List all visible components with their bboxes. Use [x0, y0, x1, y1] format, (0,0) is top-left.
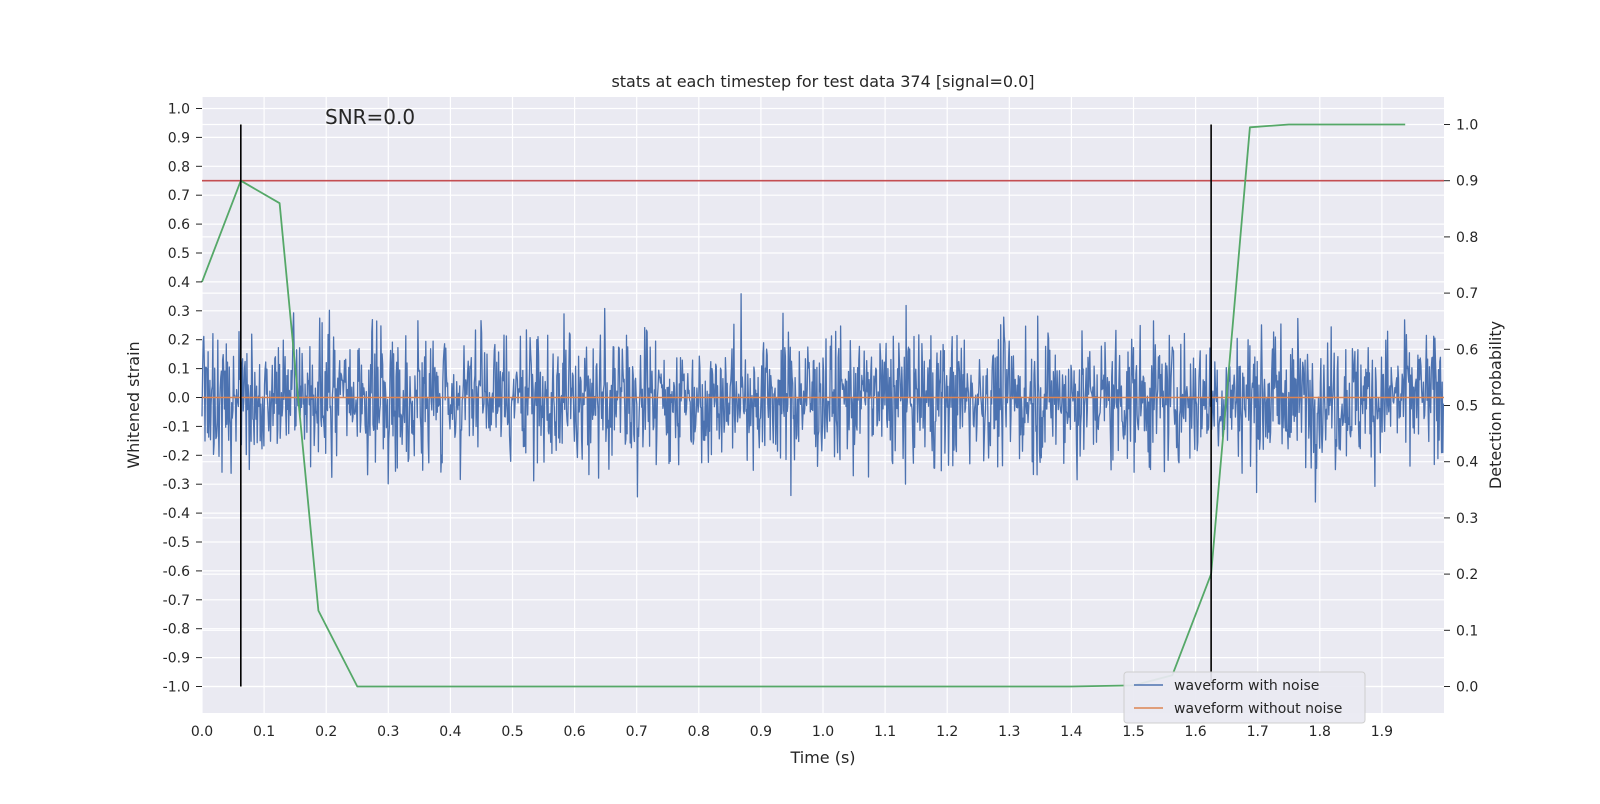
x-tick-label: 1.7 — [1247, 724, 1269, 740]
x-tick-label: 0.5 — [501, 724, 523, 740]
x-tick-label: 1.0 — [812, 724, 834, 740]
y-tick-label: 0.2 — [168, 333, 190, 349]
series-line-waveform-with-noise — [201, 293, 1445, 503]
x-tick-label: 1.9 — [1371, 724, 1393, 740]
x-tick-label: 0.7 — [626, 724, 648, 740]
x-tick-label: 1.1 — [874, 724, 896, 740]
x-axis-label: Time (s) — [789, 748, 855, 767]
x-tick-label: 0.3 — [377, 724, 399, 740]
y-tick-label: -0.4 — [163, 506, 190, 522]
y-tick-label: -1.0 — [163, 680, 190, 696]
y-tick-label: -0.2 — [163, 448, 190, 464]
y2-tick-label: 1.0 — [1456, 118, 1478, 134]
legend-label-clean: waveform without noise — [1174, 701, 1342, 717]
x-tick-label: 0.9 — [750, 724, 772, 740]
y-tick-label: 1.0 — [168, 102, 190, 118]
y-tick-label: -0.7 — [163, 593, 190, 609]
y2-axis-label: Detection probability — [1486, 321, 1505, 489]
x-tick-label: 1.8 — [1309, 724, 1331, 740]
x-tick-label: 1.2 — [936, 724, 958, 740]
y-tick-label: -0.5 — [163, 535, 190, 551]
x-tick-label: 1.3 — [998, 724, 1020, 740]
x-tick-label: 0.0 — [191, 724, 213, 740]
legend-label-noise: waveform with noise — [1174, 678, 1319, 694]
y2-tick-label: 0.8 — [1456, 230, 1478, 246]
y-tick-label: -0.9 — [163, 651, 190, 667]
y2-tick-label: 0.9 — [1456, 174, 1478, 190]
legend-box — [1123, 671, 1366, 724]
y2-tick-label: 0.7 — [1456, 286, 1478, 302]
y2-tick-label: 0.0 — [1456, 680, 1478, 696]
chart-title: stats at each timestep for test data 374… — [611, 72, 1034, 91]
y-tick-label: 0.9 — [168, 130, 190, 146]
x-tick-label: 1.6 — [1184, 724, 1206, 740]
x-tick-label: 1.4 — [1060, 724, 1082, 740]
y-tick-label: -0.1 — [163, 419, 190, 435]
y-tick-label: 0.1 — [168, 362, 190, 378]
y-tick-label: 0.4 — [168, 275, 190, 291]
x-tick-label: 0.4 — [439, 724, 461, 740]
series-layer — [201, 123, 1445, 688]
y-tick-label: 0.8 — [168, 159, 190, 175]
x-tick-label: 0.6 — [563, 724, 585, 740]
snr-annotation: SNR=0.0 — [325, 105, 415, 129]
x-tick-label: 0.2 — [315, 724, 337, 740]
y-tick-label: 0.3 — [168, 304, 190, 320]
y-tick-label: -0.6 — [163, 564, 190, 580]
y2-tick-label: 0.5 — [1456, 399, 1478, 415]
y2-tick-label: 0.6 — [1456, 342, 1478, 358]
y2-tick-label: 0.3 — [1456, 511, 1478, 527]
y-axis-label: Whitened strain — [124, 341, 143, 468]
y2-tick-label: 0.1 — [1456, 623, 1478, 639]
y2-tick-label: 0.2 — [1456, 567, 1478, 583]
y2-tick-label: 0.4 — [1456, 455, 1478, 471]
y-tick-label: 0.6 — [168, 217, 190, 233]
x-tick-label: 0.1 — [253, 724, 275, 740]
y-tick-label: -0.3 — [163, 477, 190, 493]
y-tick-label: 0.7 — [168, 188, 190, 204]
legend: waveform with noise waveform without noi… — [1123, 671, 1366, 724]
x-tick-label: 0.8 — [688, 724, 710, 740]
y-tick-label: 0.0 — [168, 391, 190, 407]
y-tick-label: 0.5 — [168, 246, 190, 262]
y-tick-label: -0.8 — [163, 622, 190, 638]
x-tick-label: 1.5 — [1122, 724, 1144, 740]
ticks-layer: 0.0 0.1 0.2 0.3 0.4 0.5 0.6 0.7 0.8 0.9 1.0 1.1 1.2 1… — [163, 102, 1479, 741]
series-line-detection-probability — [201, 123, 1406, 688]
